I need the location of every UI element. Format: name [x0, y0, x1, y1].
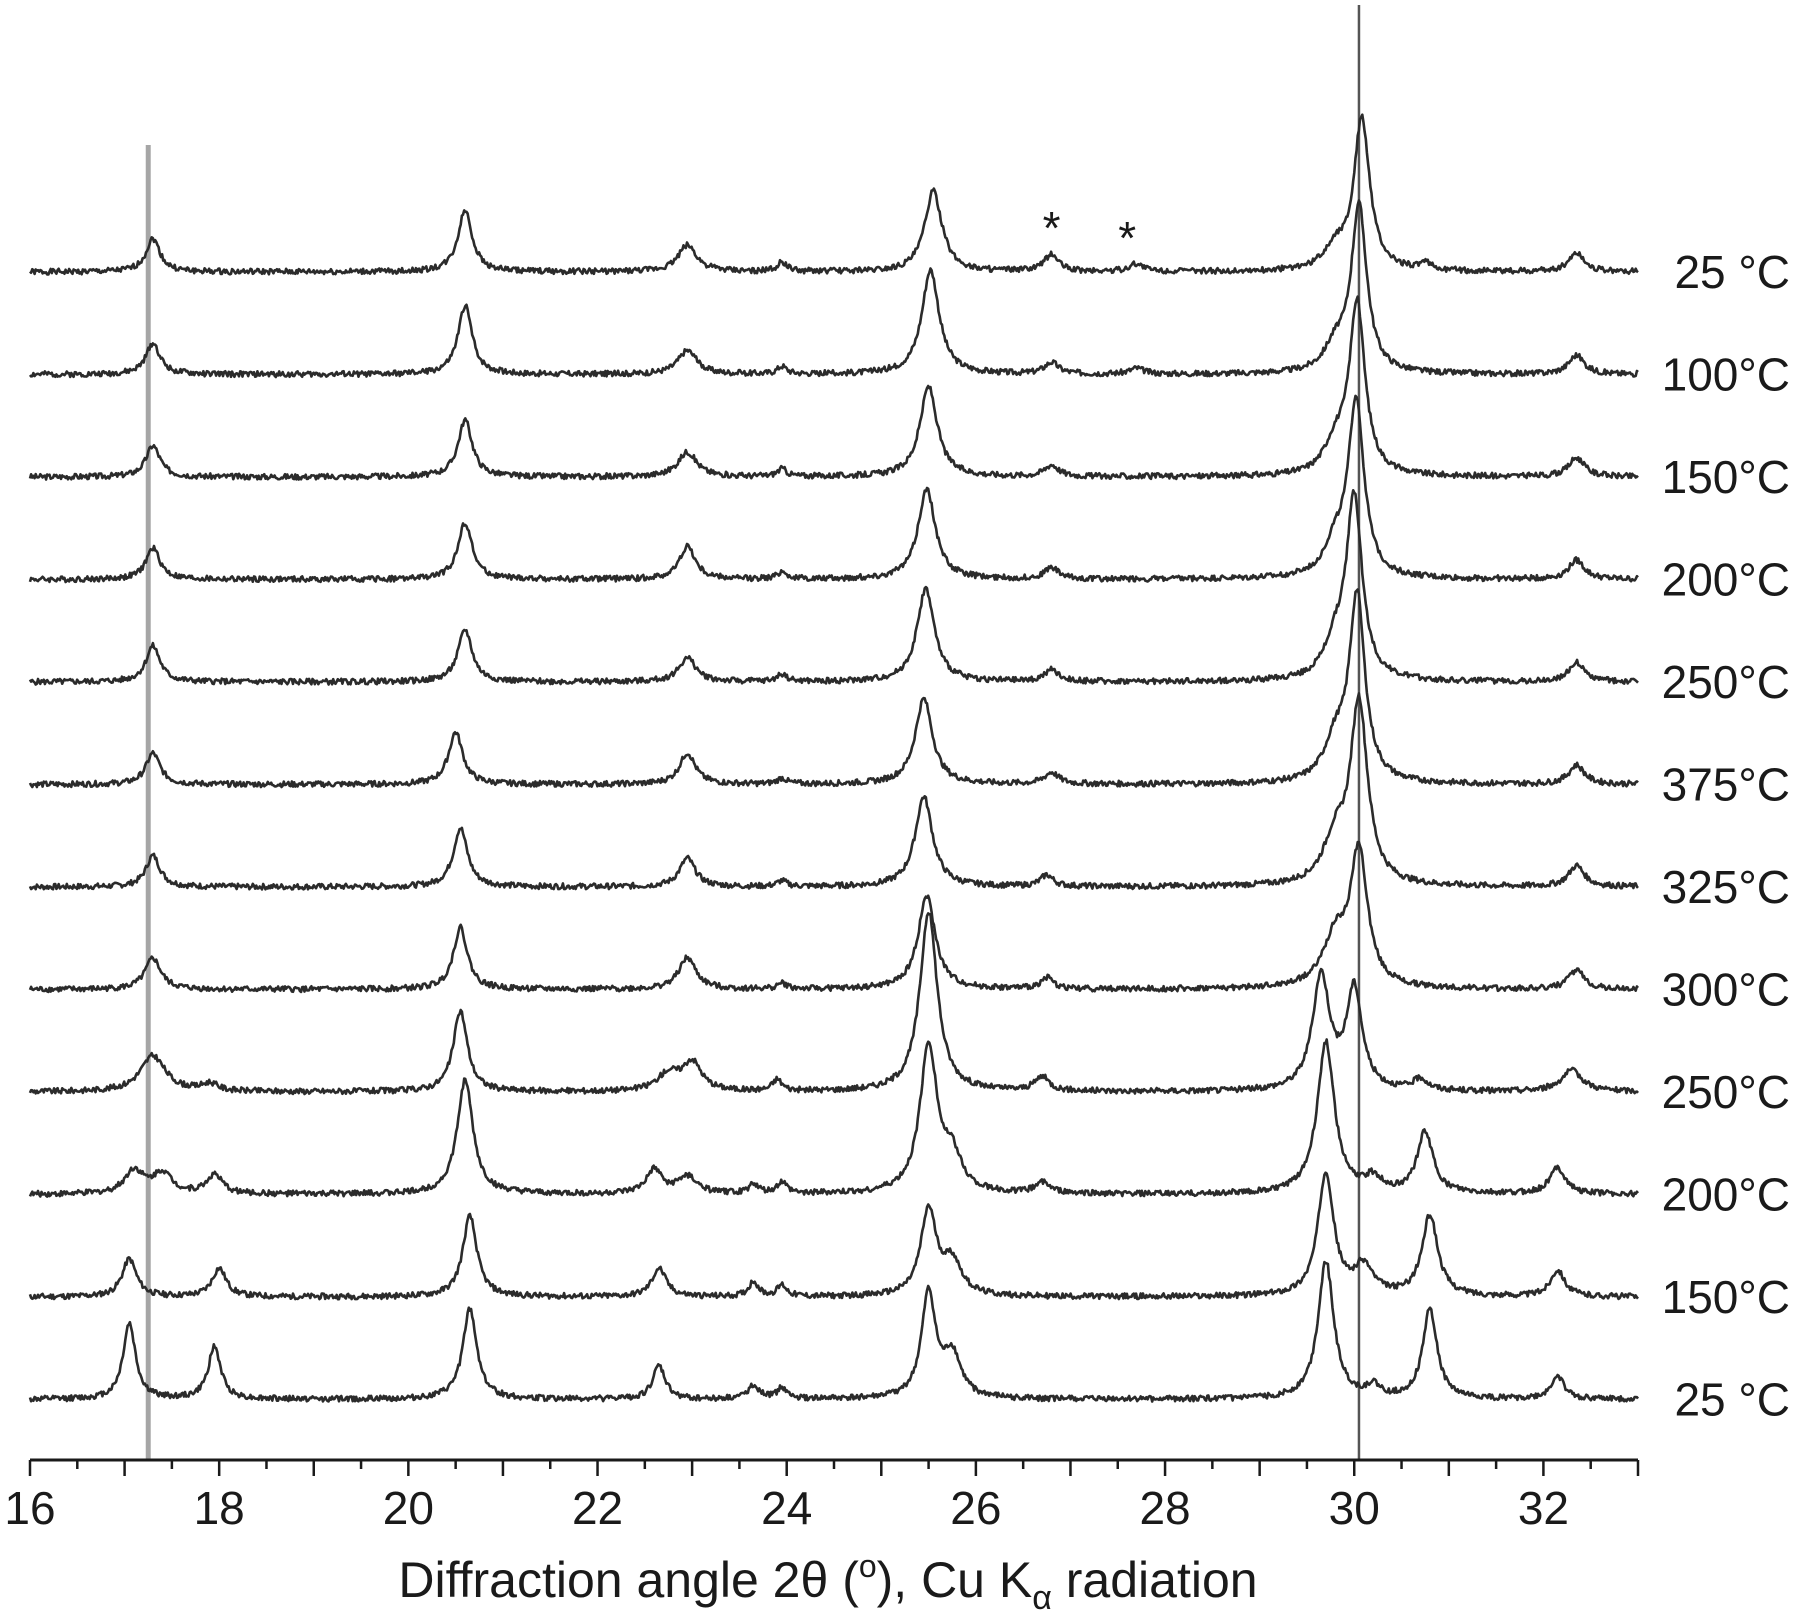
temperature-label: 200°C	[1662, 1169, 1790, 1221]
x-axis: 16 18 20 22 24 26 28 30 32	[4, 1458, 1640, 1534]
x-tick-label: 16	[4, 1482, 55, 1534]
asterisk-marker: *	[1118, 212, 1136, 264]
x-axis-title-part-3: radiation	[1052, 1552, 1258, 1608]
temperature-label: 25 °C	[1674, 1374, 1790, 1426]
x-tick-label: 28	[1139, 1482, 1190, 1534]
series-line-9	[28, 912, 1639, 1096]
series-line-5	[28, 489, 1639, 686]
asterisk-marker: *	[1043, 202, 1061, 254]
x-tick-label: 30	[1329, 1482, 1380, 1534]
series-layer	[28, 113, 1640, 1403]
temperature-label: 150°C	[1662, 451, 1790, 503]
temperature-label: 150°C	[1662, 1271, 1790, 1323]
asterisk-markers: * *	[1043, 202, 1137, 264]
series-line-2	[28, 199, 1639, 379]
x-axis-title-part-2: ), Cu K	[877, 1552, 1033, 1608]
x-tick-label: 22	[572, 1482, 623, 1534]
x-tick-label: 20	[383, 1482, 434, 1534]
x-tick-label: 32	[1518, 1482, 1569, 1534]
x-axis-title: Diffraction angle 2θ (o), Cu Kα radiatio…	[398, 1548, 1257, 1616]
series-line-10	[28, 1038, 1639, 1198]
series-line-3	[28, 295, 1639, 481]
series-line-8	[28, 840, 1639, 994]
temperature-labels: 25 °C 100°C 150°C 200°C 250°C 375°C 325°C 300°C…	[1662, 246, 1790, 1426]
temperature-label: 325°C	[1662, 861, 1790, 913]
series-line-12	[28, 1260, 1640, 1403]
x-tick-label: 24	[761, 1482, 812, 1534]
temperature-label: 100°C	[1662, 349, 1790, 401]
temperature-label: 250°C	[1662, 656, 1790, 708]
temperature-label: 250°C	[1662, 1066, 1790, 1118]
x-tick-label: 18	[194, 1482, 245, 1534]
reference-lines	[145, 5, 1361, 1460]
x-axis-title-subscript: α	[1032, 1579, 1052, 1616]
series-line-11	[28, 1171, 1639, 1301]
series-line-1	[29, 113, 1639, 276]
x-axis-title-degree: o	[859, 1548, 877, 1584]
series-line-4	[28, 394, 1639, 584]
temperature-label: 375°C	[1662, 759, 1790, 811]
x-axis-title-part-1: Diffraction angle 2θ (	[398, 1552, 859, 1608]
series-line-7	[28, 692, 1639, 891]
temperature-label: 25 °C	[1674, 246, 1790, 298]
x-tick-label: 26	[950, 1482, 1001, 1534]
series-line-6	[28, 588, 1639, 789]
temperature-label: 300°C	[1662, 964, 1790, 1016]
temperature-label: 200°C	[1662, 554, 1790, 606]
